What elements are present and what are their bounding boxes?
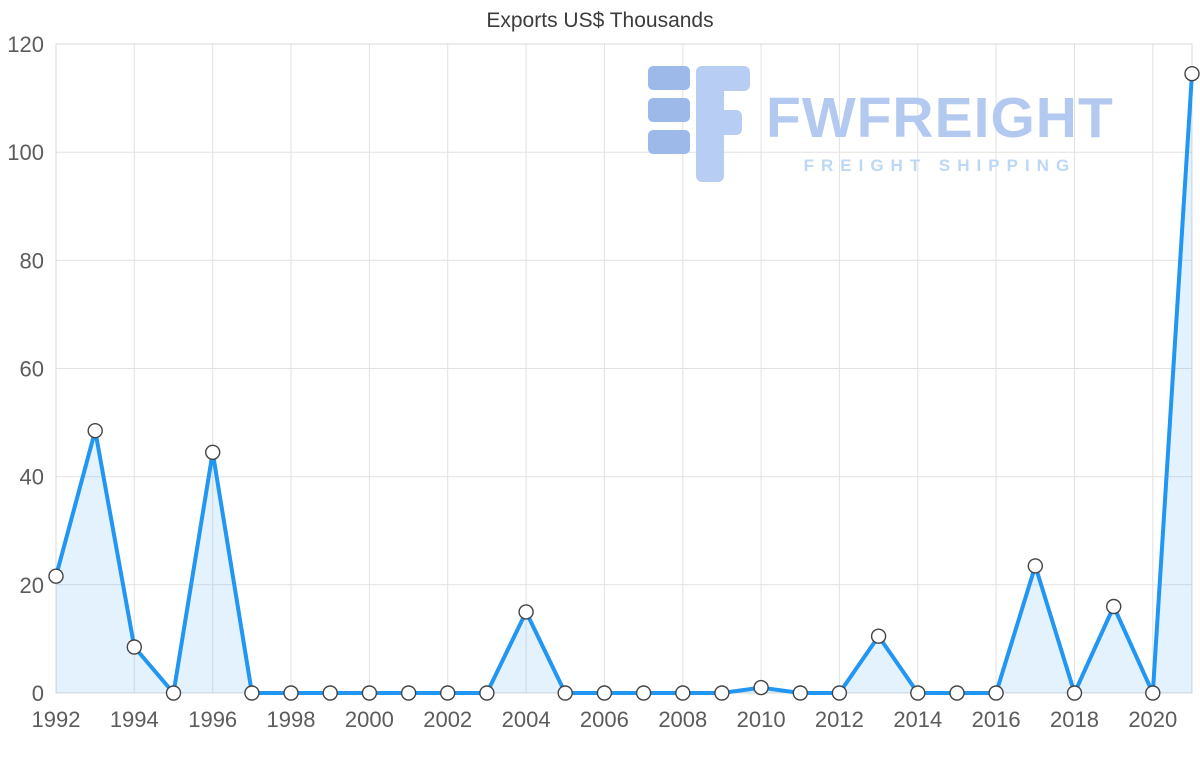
data-point-marker[interactable] (87, 423, 103, 439)
watermark-tagline: FREIGHT SHIPPING (803, 156, 1077, 175)
watermark-brand: FWFREIGHT (766, 86, 1114, 150)
data-point-marker[interactable] (48, 568, 64, 584)
x-tick-label: 2014 (893, 707, 942, 732)
data-line (54, 71, 1194, 695)
y-tick-label: 20 (20, 573, 44, 598)
x-tick-label: 2010 (737, 707, 786, 732)
logo-f-glyph (696, 66, 750, 182)
data-point-marker[interactable] (1105, 598, 1122, 615)
data-point-marker[interactable] (283, 685, 299, 701)
x-tick-label: 1994 (110, 707, 159, 732)
data-point-marker[interactable] (1145, 685, 1161, 701)
y-tick-label: 0 (32, 681, 44, 706)
data-point-marker[interactable] (400, 685, 417, 701)
x-tick-label: 2018 (1050, 707, 1099, 732)
y-tick-label: 120 (7, 32, 44, 57)
data-point-marker[interactable] (322, 685, 338, 701)
x-tick-label: 2020 (1128, 707, 1177, 732)
data-point-marker[interactable] (596, 685, 613, 701)
x-tick-label: 1998 (267, 707, 316, 732)
x-tick-label: 1996 (188, 707, 237, 732)
watermark-text-block: FWFREIGHT FREIGHT SHIPPING (766, 90, 1114, 176)
fwfreight-logo-icon (648, 66, 750, 182)
x-tick-label: 1992 (32, 707, 81, 732)
data-point-marker[interactable] (635, 685, 652, 701)
x-tick-label: 2016 (972, 707, 1021, 732)
data-point-marker[interactable] (440, 685, 456, 701)
data-point-marker[interactable] (949, 685, 965, 701)
data-point-marker[interactable] (1066, 685, 1083, 701)
data-point-marker[interactable] (753, 679, 769, 696)
chart-title: Exports US$ Thousands (486, 9, 714, 32)
y-tick-label: 40 (20, 465, 44, 490)
data-point-marker[interactable] (714, 685, 730, 701)
data-point-marker[interactable] (204, 444, 221, 460)
data-point-marker[interactable] (910, 685, 926, 701)
logo-left-bars (648, 66, 690, 154)
x-tick-label: 2006 (580, 707, 629, 732)
y-tick-label: 100 (7, 140, 44, 165)
data-point-marker[interactable] (361, 685, 378, 701)
data-point-marker[interactable] (518, 604, 534, 620)
data-point-marker[interactable] (244, 685, 260, 701)
data-point-marker[interactable] (1184, 65, 1200, 82)
data-point-marker[interactable] (870, 628, 887, 644)
y-tick-label: 60 (20, 357, 44, 382)
data-point-marker[interactable] (165, 685, 182, 701)
data-point-marker[interactable] (1027, 558, 1044, 574)
x-tick-label: 2004 (502, 707, 551, 732)
data-point-marker[interactable] (792, 685, 808, 701)
data-point-marker[interactable] (831, 685, 848, 701)
data-point-marker[interactable] (126, 639, 143, 655)
x-tick-label: 2008 (658, 707, 707, 732)
data-point-marker[interactable] (988, 685, 1004, 701)
data-point-marker[interactable] (557, 685, 573, 701)
x-tick-label: 2012 (815, 707, 864, 732)
fwfreight-watermark: FWFREIGHT FREIGHT SHIPPING (648, 64, 1114, 182)
x-tick-label: 2000 (345, 707, 394, 732)
y-tick-label: 80 (20, 248, 44, 273)
data-point-marker[interactable] (479, 685, 495, 701)
data-point-marker[interactable] (675, 685, 691, 701)
x-tick-label: 2002 (423, 707, 472, 732)
